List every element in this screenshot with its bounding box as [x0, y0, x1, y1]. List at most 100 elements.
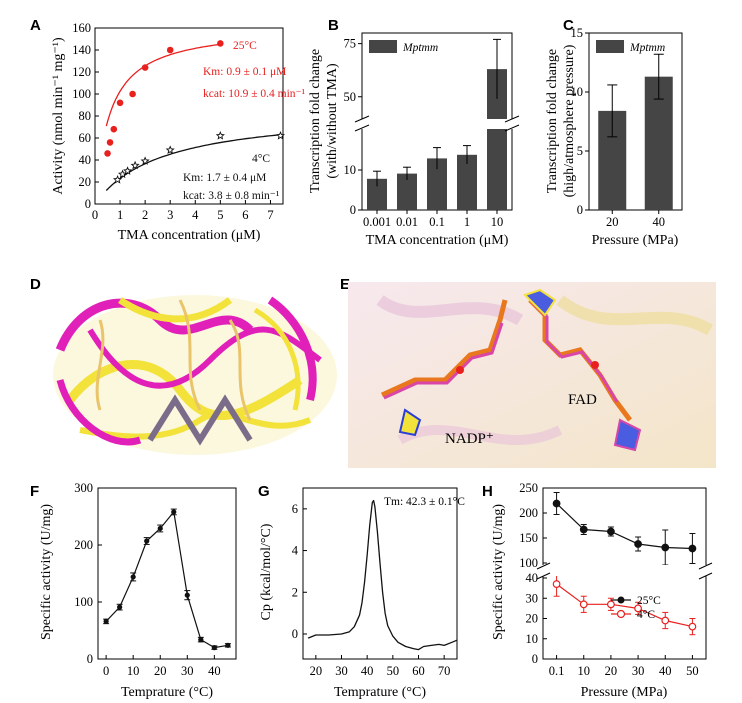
x-tick-label: 7 — [267, 208, 273, 222]
y-axis-label: Specific activity (U/mg) — [39, 504, 54, 640]
y-axis-label: Activity (nmol min⁻¹ mg⁻¹) — [51, 37, 66, 195]
axis-break-mark — [536, 572, 551, 580]
x-tick-label: 20 — [310, 664, 323, 678]
x-axis-label: Temprature (°C) — [121, 685, 213, 700]
x-tick-label: 4 — [192, 208, 199, 222]
x-axis-label: TMA concentration (μM) — [118, 228, 261, 243]
y-tick-label: 250 — [519, 481, 538, 495]
y-tick-label: 6 — [292, 502, 298, 516]
y-tick-label: 10 — [571, 85, 584, 99]
x-tick-label: 1 — [464, 215, 470, 229]
panel-label-h: H — [482, 483, 493, 500]
legend-marker-25c — [617, 596, 625, 604]
y-tick-label: 150 — [519, 531, 538, 545]
y-tick-label: 100 — [519, 556, 538, 570]
data-point-4c — [165, 145, 175, 154]
bar — [427, 158, 447, 210]
y-tick-label: 2 — [292, 585, 298, 599]
y-tick-label: 160 — [72, 21, 91, 35]
series-line — [105, 510, 229, 649]
data-point-25c — [217, 40, 224, 47]
legend-label: Mptmm — [402, 42, 438, 54]
data-point — [144, 538, 150, 544]
axis-break-gap — [538, 565, 710, 576]
x-tick-label: 40 — [653, 215, 666, 229]
axis-break-mark — [354, 124, 370, 132]
axis-break-mark — [536, 562, 551, 570]
data-point-4c — [661, 616, 670, 625]
panel-g-dsc-thermogram: G 20 30 40 50 60 70 0 2 4 6 Tm: 42.3 ± 0.1°C Temp… — [258, 483, 465, 700]
data-point-25c — [110, 125, 118, 133]
kcat-25c-annotation: kcat: 10.9 ± 0.4 min⁻¹ — [203, 88, 306, 100]
bar — [457, 154, 477, 210]
fit-curve-25c — [105, 43, 221, 127]
axis-break-mark — [698, 572, 713, 580]
y-tick-label: 200 — [519, 506, 538, 520]
y-axis-label: Cp (kcal/mol/°C) — [259, 523, 274, 620]
axis-break-gap — [358, 119, 516, 129]
data-point-25c — [141, 64, 149, 71]
data-point-4c — [117, 169, 128, 179]
x-tick-label: 20 — [154, 664, 167, 678]
data-point — [198, 637, 204, 643]
y-axis-label: Specific activity (U/mg) — [491, 504, 506, 640]
legend-label-4c: 4°C — [637, 609, 655, 621]
x-tick-label: 30 — [632, 664, 645, 678]
panel-b-transcription-chart: B 0.001 0.01 0.1 1 10 0 10 50 75 Mptmm TMA conce… — [308, 17, 520, 248]
y-tick-label: 75 — [344, 37, 357, 51]
axis-break-mark — [504, 115, 520, 123]
data-point — [117, 604, 123, 610]
x-axis-label: Pressure (MPa) — [592, 233, 679, 248]
y-tick-label: 80 — [79, 109, 92, 123]
x-axis-label: TMA concentration (μM) — [366, 233, 509, 248]
legend-swatch — [596, 40, 624, 53]
data-point-4c — [123, 166, 133, 175]
x-tick-label: 0 — [103, 664, 109, 678]
data-point-25c — [166, 46, 174, 54]
panel-e-active-site: E NADP⁺ FAD — [340, 276, 716, 468]
x-tick-label: 10 — [578, 664, 591, 678]
tm-annotation: Tm: 42.3 ± 0.1°C — [384, 496, 465, 508]
data-point — [130, 574, 136, 580]
ligand-sticks — [376, 288, 714, 452]
legend-4c: 4°C — [252, 153, 270, 165]
km-4c-annotation: Km: 1.7 ± 0.4 μM — [183, 172, 266, 184]
data-point-25c — [106, 139, 114, 146]
data-point-25c — [634, 540, 642, 548]
y-tick-label: 120 — [72, 65, 91, 79]
y-axis-label-line2: (with/without TMA) — [325, 63, 340, 179]
data-point-25c — [104, 150, 111, 157]
x-tick-label: 70 — [438, 664, 451, 678]
y-tick-label: 50 — [344, 90, 357, 104]
plot-frame — [97, 487, 237, 660]
y-tick-label: 100 — [72, 87, 91, 101]
x-tick-label: 6 — [242, 208, 248, 222]
panel-label-g: G — [258, 483, 270, 500]
bar — [397, 173, 417, 210]
data-point-4c — [112, 175, 123, 184]
thermogram-line — [307, 499, 458, 651]
x-tick-label: 3 — [167, 208, 173, 222]
x-tick-label: 0.1 — [429, 215, 445, 229]
x-tick-label: 5 — [217, 208, 223, 222]
data-point-4c — [130, 160, 140, 170]
x-tick-label: 1 — [117, 208, 123, 222]
panel-d-protein-structure: D — [30, 276, 337, 455]
bar — [367, 178, 387, 210]
y-tick-label: 60 — [79, 131, 92, 145]
y-tick-label: 5 — [577, 144, 583, 158]
x-tick-label: 20 — [605, 664, 618, 678]
x-axis-label: Pressure (MPa) — [581, 685, 668, 700]
y-tick-label: 40 — [79, 153, 92, 167]
data-point — [225, 642, 231, 648]
y-tick-label: 30 — [526, 591, 539, 605]
x-tick-label: 50 — [686, 664, 699, 678]
panel-a-kinetics-chart: A 0 1 2 3 4 5 6 7 0 20 40 60 80 100 120 140 160 TMA conc… — [30, 17, 306, 243]
data-point-4c — [275, 131, 286, 140]
data-point-4c — [552, 580, 561, 588]
data-point — [211, 645, 217, 651]
x-tick-label: 50 — [387, 664, 400, 678]
y-tick-label: 100 — [74, 595, 93, 609]
panel-label-d: D — [30, 276, 41, 293]
